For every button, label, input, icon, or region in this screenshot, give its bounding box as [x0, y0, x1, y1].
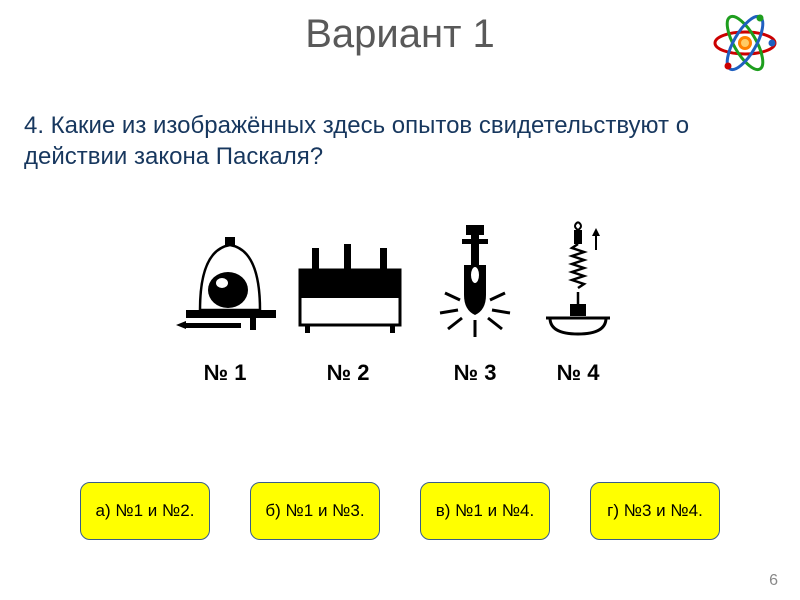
- page-title: Вариант 1: [0, 0, 800, 57]
- answer-option-b[interactable]: б) №1 и №3.: [250, 482, 380, 540]
- answer-row: а) №1 и №2. б) №1 и №3. в) №1 и №4. г) №…: [0, 482, 800, 540]
- exp-label-4: № 4: [557, 360, 601, 385]
- exp-label-1: № 1: [204, 360, 247, 385]
- answer-option-c[interactable]: в) №1 и №4.: [420, 482, 550, 540]
- page-number: 6: [769, 572, 778, 590]
- exp-label-2: № 2: [327, 360, 370, 385]
- answer-option-a[interactable]: а) №1 и №2.: [80, 482, 210, 540]
- atom-icon: [710, 8, 780, 78]
- question-text: 4. Какие из изображённых здесь опытов св…: [24, 110, 776, 172]
- experiments-figure: № 1 № 2 № 3 № 4: [0, 220, 800, 405]
- answer-option-d[interactable]: г) №3 и №4.: [590, 482, 720, 540]
- exp-label-3: № 3: [454, 360, 497, 385]
